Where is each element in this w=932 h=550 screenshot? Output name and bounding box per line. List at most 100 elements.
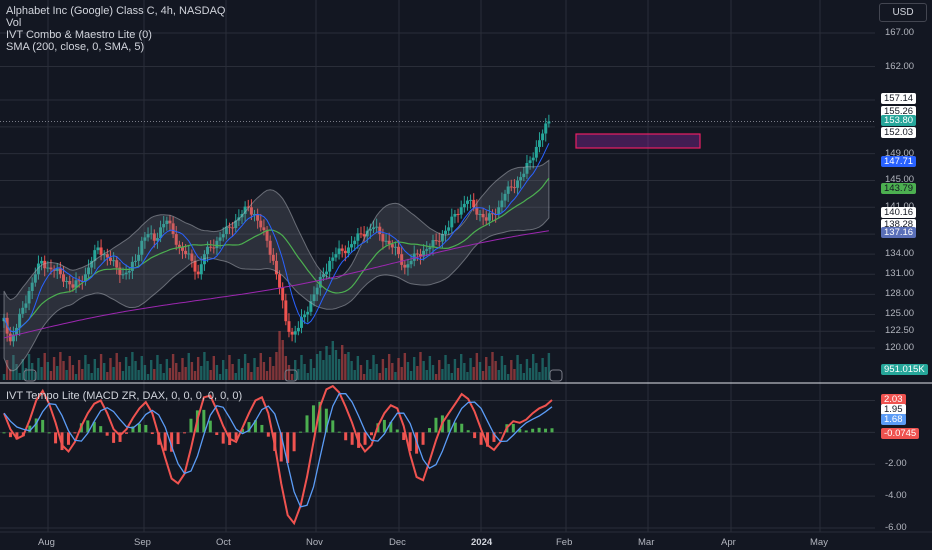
candle-body — [415, 253, 419, 255]
candle-body — [227, 226, 231, 228]
candle-body — [478, 213, 482, 215]
candle-body — [174, 234, 178, 245]
y-tick-label: 145.00 — [885, 174, 915, 186]
volume-bar — [68, 356, 71, 380]
volume-bar — [40, 367, 43, 380]
volume-bar — [168, 368, 172, 380]
price-label-sma_mid: 143.79 — [881, 182, 917, 194]
candle-body — [231, 227, 235, 229]
candle-body — [58, 268, 62, 275]
candle-body — [256, 213, 260, 221]
candle-body — [321, 274, 325, 277]
macd-histogram-bar — [479, 432, 483, 445]
macd-histogram-bar — [408, 432, 412, 452]
volume-bar — [278, 331, 281, 380]
volume-bar — [306, 373, 309, 380]
volume-bar — [331, 341, 334, 380]
volume-bar — [372, 355, 375, 380]
volume-bar — [143, 365, 147, 380]
volume-bar — [463, 363, 466, 380]
currency-button[interactable]: USD — [879, 3, 927, 22]
candle-body — [309, 301, 313, 312]
volume-bar — [366, 360, 369, 380]
volume-bar — [52, 357, 56, 380]
candle-body — [49, 267, 53, 270]
candle-body — [362, 234, 366, 237]
volume-bar — [109, 358, 112, 380]
candle-body — [512, 187, 516, 189]
candle-body — [381, 234, 385, 242]
volume-bar — [212, 356, 216, 380]
volume-bar — [322, 360, 325, 380]
macd-histogram-bar — [241, 428, 245, 433]
volume-bar — [309, 359, 313, 380]
macd-histogram-bar — [34, 418, 38, 433]
sma-fast-line — [3, 143, 550, 333]
candle-body — [224, 226, 228, 235]
macd-histogram-bar — [260, 424, 264, 433]
candle-body — [77, 280, 81, 282]
volume-bar — [494, 361, 497, 380]
volume-bar — [488, 366, 491, 380]
candle-body — [146, 234, 150, 238]
macd-histogram-bar — [337, 431, 341, 433]
volume-bar — [149, 360, 153, 380]
candle-body — [11, 334, 15, 342]
volume-bar — [438, 360, 441, 380]
candle-body — [121, 274, 125, 276]
macd-histogram-bar — [279, 432, 283, 462]
macd-histogram-bar — [434, 417, 438, 433]
macd-histogram-bar — [86, 420, 90, 433]
macd-histogram-bar — [124, 432, 128, 434]
candle-body — [177, 244, 181, 248]
price-label-upper_band: 157.14 — [881, 93, 917, 105]
macd-histogram-bar — [234, 432, 238, 441]
macd-histogram-bar — [183, 432, 187, 434]
volume-bar — [256, 367, 259, 380]
candle-body — [450, 216, 454, 228]
candle-body — [465, 200, 469, 204]
volume-bar — [121, 371, 125, 380]
macd-histogram-bar — [550, 428, 554, 433]
volume-bar — [193, 371, 197, 380]
price-label-level: 152.03 — [881, 127, 917, 139]
candle-body — [180, 247, 184, 251]
volume-bar — [184, 367, 187, 380]
macd-histogram-bar — [498, 432, 502, 434]
candle-body — [193, 260, 197, 272]
macd-histogram-bar — [389, 422, 393, 433]
volume-bar — [12, 355, 15, 380]
volume-bar — [422, 361, 425, 380]
macd-histogram-bar — [2, 432, 6, 434]
macd-histogram-bar — [299, 431, 303, 433]
volume-bar — [124, 357, 128, 380]
volume-bar — [265, 371, 269, 380]
candle-body — [71, 284, 75, 288]
macd-histogram-bar — [395, 429, 399, 433]
candle-body — [456, 213, 460, 215]
candle-body — [444, 230, 448, 235]
candle-body — [453, 213, 457, 217]
volume-bar — [84, 355, 87, 380]
candle-body — [487, 213, 491, 221]
volume-bar — [378, 373, 381, 380]
volume-bar — [510, 360, 513, 380]
macd-value-label: 2.03 — [881, 394, 906, 405]
candle-body — [481, 213, 485, 218]
candle-body — [299, 317, 303, 328]
candle-body — [43, 260, 47, 269]
candle-body — [387, 240, 391, 245]
macd-histogram-bar — [189, 418, 193, 433]
candle-body — [296, 327, 300, 332]
macd-histogram-bar — [369, 432, 373, 436]
macd-histogram-bar — [170, 432, 174, 452]
volume-bar — [300, 355, 303, 380]
volume-bar — [272, 366, 275, 380]
y-tick-label: 162.00 — [885, 60, 915, 72]
candle-body — [469, 199, 473, 201]
volume-bar — [74, 374, 78, 380]
macd-histogram-bar — [447, 419, 451, 433]
vol-legend: Vol — [6, 17, 22, 29]
volume-bar — [475, 353, 479, 380]
